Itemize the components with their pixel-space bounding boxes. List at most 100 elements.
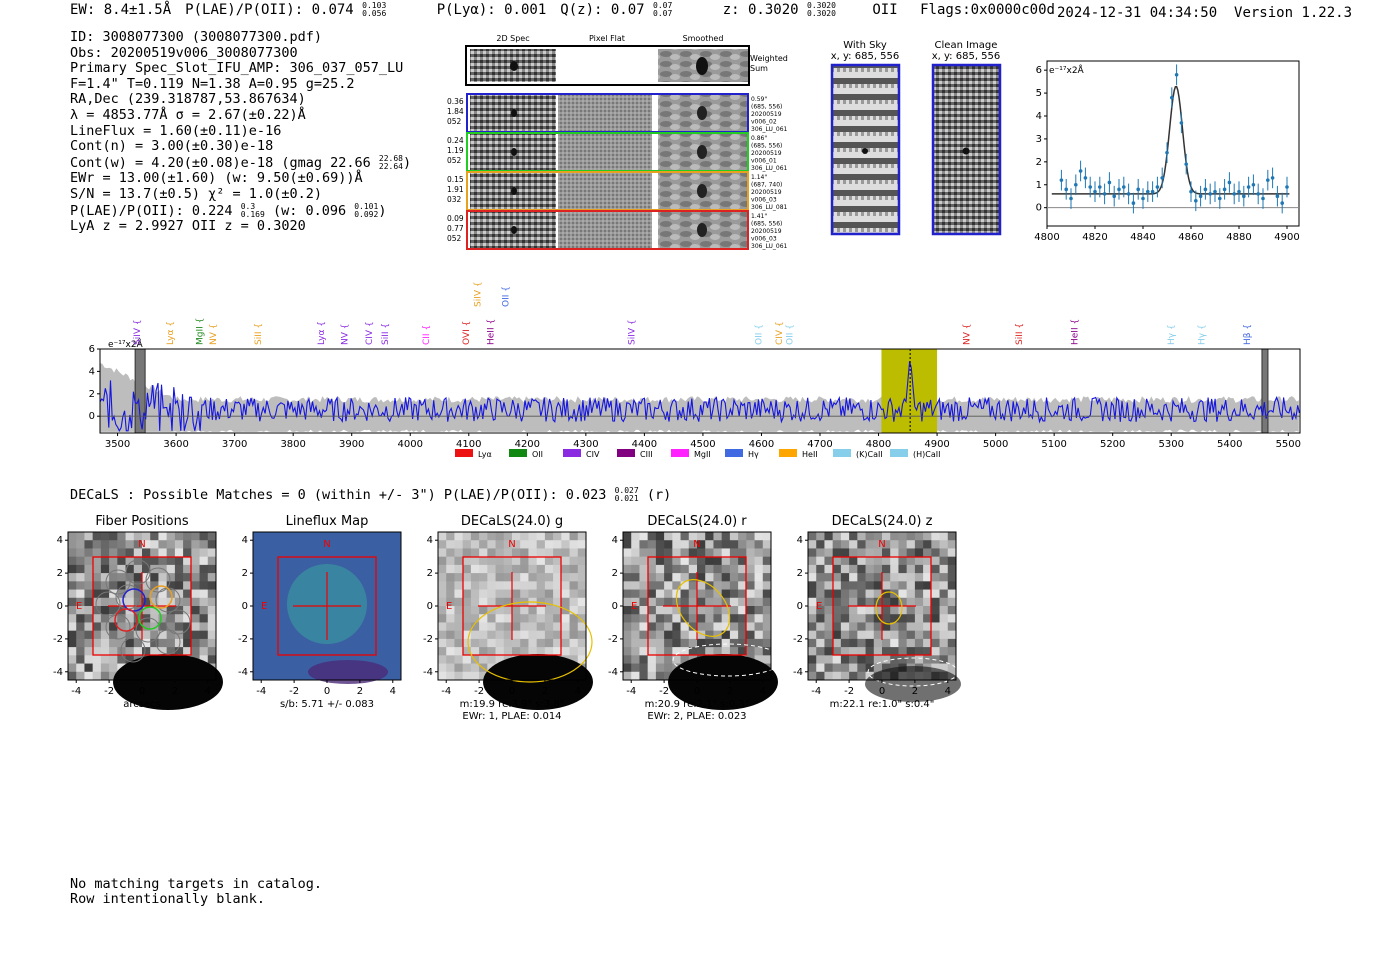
data-point <box>1160 176 1164 180</box>
pixel <box>462 614 472 623</box>
pixel <box>479 556 488 566</box>
pixel <box>721 573 731 582</box>
pixel <box>947 647 957 656</box>
pixel <box>117 556 126 566</box>
noise-envelope <box>100 363 1299 432</box>
pixel <box>914 638 924 648</box>
north-label: N <box>693 539 700 550</box>
search-box <box>832 556 932 656</box>
pixel <box>849 556 858 566</box>
pixel <box>199 573 209 582</box>
info-obs: Obs: 20200519v006_3008077300 <box>70 44 298 61</box>
pixel <box>680 589 690 599</box>
north-label: N <box>508 539 515 550</box>
info-contw: Cont(w) = 4.20(±0.08)e-18 (gmag 22.66 22… <box>70 153 412 171</box>
pixel <box>664 597 673 607</box>
pixel <box>207 548 217 557</box>
pixel <box>174 573 184 582</box>
pixel <box>166 540 176 549</box>
plae-value: P(LAE)/P(OII): 0.074 0.103 0.056 <box>185 1 387 19</box>
pixel <box>680 638 690 648</box>
pixel <box>569 614 579 623</box>
row-right-label: 20200519 <box>751 189 782 196</box>
pixel <box>536 630 546 640</box>
pixel <box>438 564 447 574</box>
pixel <box>207 630 217 640</box>
pixel <box>487 614 496 623</box>
bright-neighbor <box>668 654 778 710</box>
pixel <box>199 532 209 541</box>
pixel <box>840 597 850 607</box>
pixel <box>931 573 940 582</box>
pixel <box>125 638 135 648</box>
pixel <box>873 589 883 599</box>
pixel <box>158 548 167 557</box>
emission-line-label: CIV { <box>775 321 785 345</box>
pixel <box>92 540 102 549</box>
pixel <box>713 581 722 590</box>
pixel <box>68 630 77 640</box>
pixel <box>762 589 772 599</box>
pixel <box>92 638 102 648</box>
pixel <box>100 532 110 541</box>
pixel <box>824 638 833 648</box>
pixel <box>470 647 480 656</box>
pixel <box>873 638 883 648</box>
image-panel: Fiber Positions N E -4 -4 -2 -2 0 0 2 2 4 4 arcsecs <box>53 514 223 710</box>
pixel <box>754 638 764 648</box>
x-tick-label: 4800 <box>866 439 891 450</box>
pixel <box>544 638 554 648</box>
pixel <box>92 622 102 631</box>
pixel <box>655 581 665 590</box>
pixel <box>655 564 665 574</box>
pixel <box>577 647 587 656</box>
x-tick-label: 4 <box>575 686 581 697</box>
pixel <box>857 532 866 541</box>
pixel <box>947 655 957 664</box>
pixel <box>76 630 85 640</box>
data-point <box>1266 178 1270 182</box>
pixel <box>808 540 817 549</box>
pixel <box>520 606 529 615</box>
fiber-circle <box>105 614 131 640</box>
east-label: E <box>816 601 822 612</box>
pixel <box>207 581 217 590</box>
pixel <box>738 622 747 631</box>
pixel <box>454 564 463 574</box>
pixel <box>199 622 209 631</box>
pixel <box>832 614 842 623</box>
panel-title: DECaLS(24.0) z <box>832 514 933 529</box>
pixel <box>446 548 455 557</box>
pixel <box>808 655 817 664</box>
pixel <box>454 540 463 549</box>
pixel <box>174 548 184 557</box>
pixel <box>664 606 673 615</box>
pixel <box>495 573 505 582</box>
pixel <box>199 614 209 623</box>
pixel <box>92 655 102 664</box>
pixel <box>479 532 488 541</box>
pixel <box>762 573 772 582</box>
pixel <box>199 655 209 664</box>
pixel <box>857 606 866 615</box>
pixel <box>495 556 505 566</box>
pixel <box>109 564 118 574</box>
pixel <box>462 581 472 590</box>
pixel <box>882 540 891 549</box>
pixel <box>191 564 200 574</box>
pixel <box>150 556 159 566</box>
pixel <box>207 597 217 607</box>
legend-swatch <box>671 449 689 457</box>
pixel <box>503 532 513 541</box>
pixel <box>183 581 192 590</box>
decals-summary: DECaLS : Possible Matches = 0 (within +/… <box>70 486 672 504</box>
x-tick-label: 5300 <box>1158 439 1183 450</box>
pixel <box>569 556 579 566</box>
row-left-label: 0.09 <box>447 214 464 223</box>
pixel <box>109 630 118 640</box>
pixel <box>914 564 924 574</box>
pixel <box>125 573 135 582</box>
legend-label: OII <box>532 450 543 459</box>
pixel <box>824 663 833 673</box>
pixel <box>109 671 118 681</box>
